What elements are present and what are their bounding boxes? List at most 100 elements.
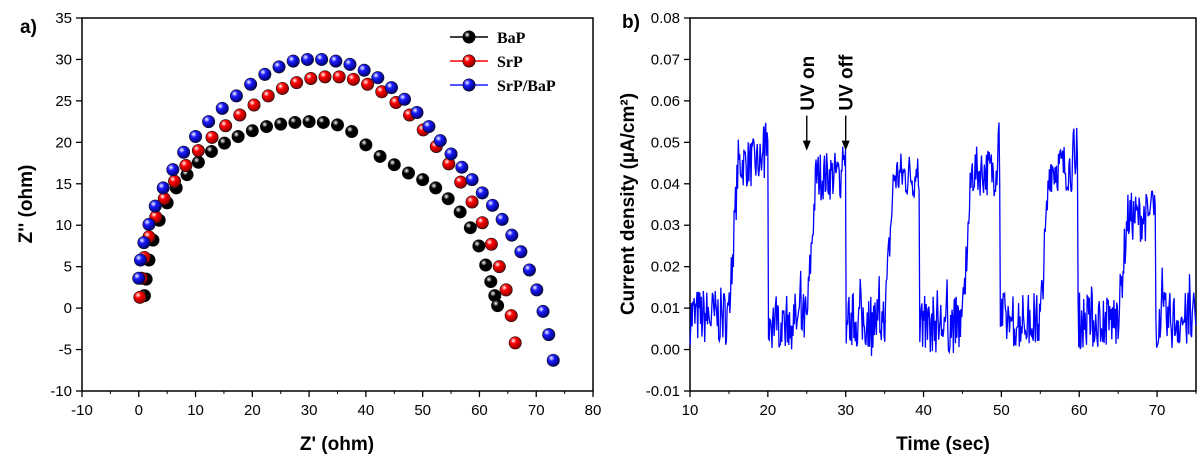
panel-b-label: b) — [622, 12, 640, 33]
data-point — [290, 76, 304, 90]
x-tick-label: 70 — [1149, 402, 1166, 419]
data-point — [433, 134, 447, 148]
data-point — [387, 158, 401, 172]
data-point — [422, 120, 436, 134]
series-srp-bap — [132, 52, 560, 367]
plot-a-x-axis-title: Z' (ohm) — [300, 434, 374, 455]
data-point — [177, 145, 191, 159]
x-tick-label: 40 — [915, 402, 932, 419]
data-point — [455, 160, 469, 174]
data-point — [346, 72, 360, 86]
data-point — [465, 173, 479, 187]
y-tick-label: 30 — [55, 51, 72, 68]
y-tick-label: 0.04 — [651, 176, 680, 193]
data-point — [416, 173, 430, 187]
y-tick-label: 0.07 — [651, 51, 680, 68]
y-tick-label: 0 — [64, 300, 72, 317]
y-tick-label: 25 — [55, 93, 72, 110]
x-tick-label: 50 — [414, 402, 431, 419]
data-point — [275, 81, 289, 95]
data-point — [361, 77, 375, 91]
data-point — [475, 186, 489, 200]
data-point — [318, 70, 332, 84]
legend-label: BaP — [497, 30, 526, 47]
plot-a-y-axis-title: Z'' (ohm) — [16, 165, 37, 244]
y-tick-label: 0.08 — [651, 10, 680, 27]
data-point — [204, 144, 218, 158]
data-point — [166, 163, 180, 177]
data-point — [359, 138, 373, 152]
data-point — [401, 166, 415, 180]
data-point — [219, 119, 233, 133]
y-tick-label: 35 — [55, 10, 72, 27]
data-point — [508, 336, 522, 350]
data-point — [484, 275, 498, 289]
x-tick-label: 30 — [837, 402, 854, 419]
x-tick-label: -10 — [71, 402, 93, 419]
x-tick-label: 60 — [1071, 402, 1088, 419]
data-point — [258, 67, 272, 81]
y-tick-label: 0.05 — [651, 134, 680, 151]
plot-a-ticks: -10 0 10 20 30 40 50 60 70 80 -10 -5 0 5 10 15 20 25 30 35 — [50, 10, 601, 419]
data-point — [191, 144, 205, 158]
y-tick-label: 0.00 — [651, 342, 680, 359]
data-point — [542, 328, 556, 342]
data-point — [260, 120, 274, 134]
data-point — [247, 98, 261, 112]
x-tick-label: 70 — [528, 402, 545, 419]
y-tick-label: 0.03 — [651, 217, 680, 234]
data-point — [444, 147, 458, 161]
y-tick-label: -10 — [50, 383, 72, 400]
x-tick-label: 40 — [358, 402, 375, 419]
data-point — [491, 299, 505, 313]
legend-marker — [462, 78, 476, 92]
data-point — [332, 70, 346, 84]
legend-marker — [462, 30, 476, 44]
data-point — [484, 237, 498, 251]
data-point — [522, 263, 536, 277]
plot-b-ticks: 10 20 30 40 50 60 70 -0.01 0.00 0.01 0.02 0.03 0.04 0… — [646, 10, 1197, 419]
plot-b-annotations: UV on UV off — [798, 54, 858, 151]
x-tick-label: 80 — [585, 402, 602, 419]
x-tick-label: 20 — [760, 402, 777, 419]
data-point — [215, 101, 229, 115]
data-point — [397, 92, 411, 106]
data-point — [179, 159, 193, 173]
data-point — [191, 155, 205, 169]
plot-b-y-axis-title: Current density (µA/cm²) — [618, 93, 639, 315]
legend-marker — [462, 54, 476, 68]
data-point — [229, 89, 243, 103]
data-point — [479, 258, 493, 272]
data-point — [315, 52, 329, 66]
x-tick-label: 60 — [471, 402, 488, 419]
data-point — [231, 130, 245, 144]
y-tick-label: 15 — [55, 176, 72, 193]
data-point — [530, 283, 544, 297]
data-point — [302, 115, 316, 129]
data-point — [492, 260, 506, 274]
plot-b-frame — [689, 17, 1197, 392]
plot-a-points — [132, 52, 560, 367]
y-tick-label: 0.06 — [651, 93, 680, 110]
legend-label: SrP — [497, 54, 523, 71]
y-tick-label: 20 — [55, 134, 72, 151]
y-tick-label: -5 — [59, 342, 72, 359]
y-tick-label: 0.01 — [651, 300, 680, 317]
annotation-label: UV on — [798, 56, 819, 111]
data-point — [345, 125, 359, 139]
x-tick-label: 30 — [301, 402, 318, 419]
data-point — [233, 108, 247, 122]
data-point — [205, 130, 219, 144]
y-tick-label: 0.02 — [651, 259, 680, 276]
data-point — [300, 52, 314, 66]
legend-label: SrP/BaP — [497, 78, 556, 95]
data-point — [261, 89, 275, 103]
plot-b-x-axis-title: Time (sec) — [896, 434, 990, 455]
data-point — [454, 175, 468, 189]
data-point — [475, 216, 489, 230]
data-point — [357, 63, 371, 77]
data-point — [218, 136, 232, 150]
data-point — [463, 221, 477, 235]
annotation-label: UV off — [837, 54, 858, 111]
data-point — [142, 217, 156, 231]
